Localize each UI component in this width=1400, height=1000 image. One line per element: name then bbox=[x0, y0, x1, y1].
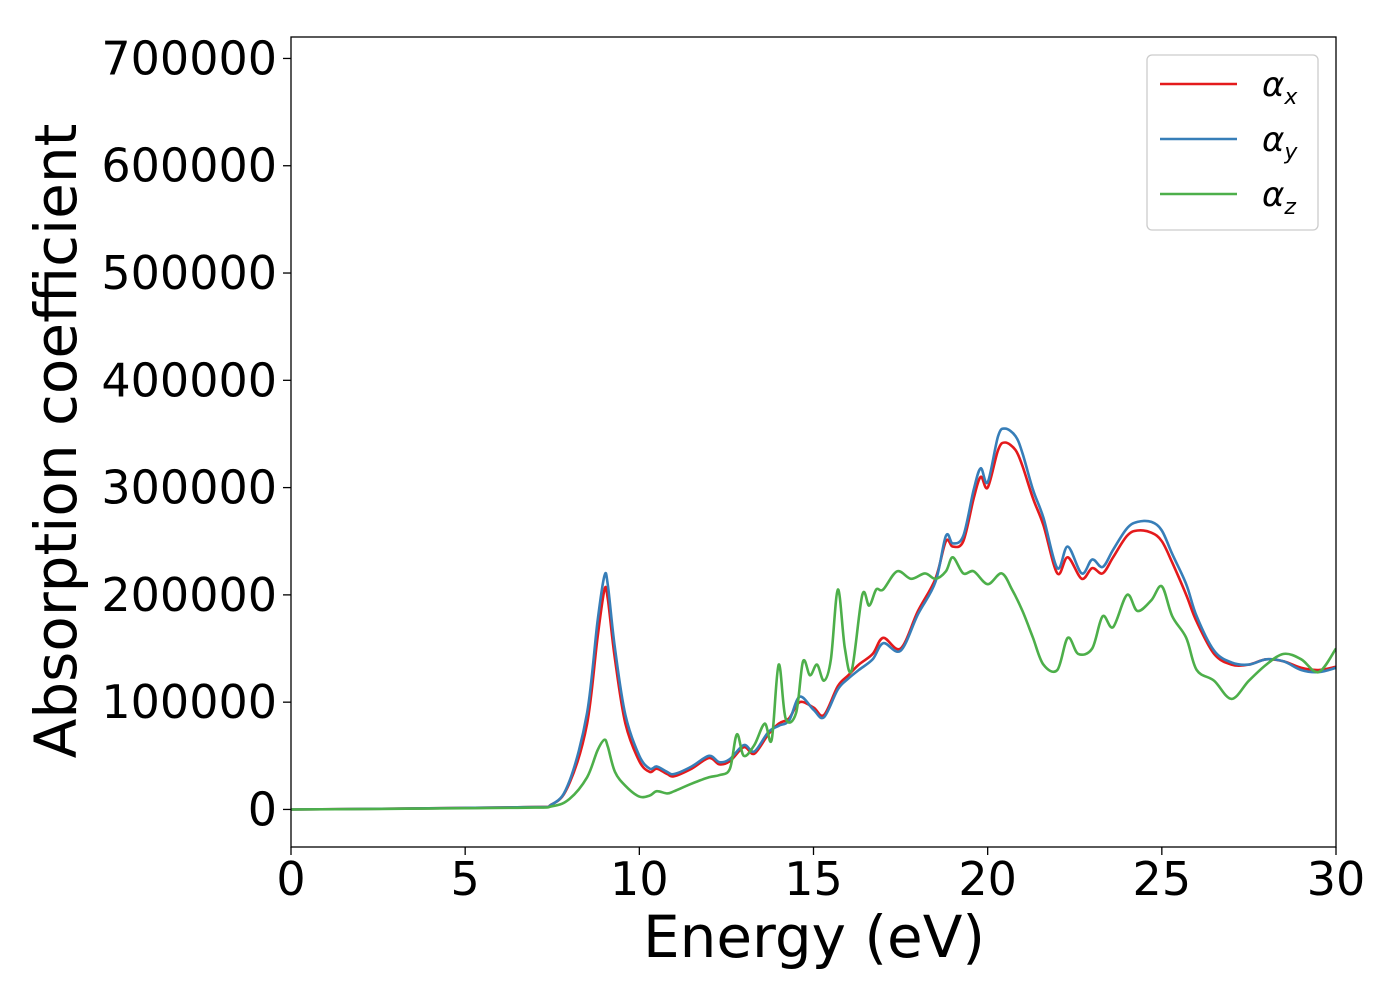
axes-layer: 0 5 10 15 20 25 30 0 100000 200000 300000 400000 500… bbox=[101, 31, 1365, 906]
y-tick-label: 600000 bbox=[101, 139, 277, 193]
series-line-z bbox=[291, 556, 1336, 811]
x-axis-title: Energy (eV) bbox=[643, 903, 985, 971]
x-tick-label: 15 bbox=[784, 852, 843, 906]
y-tick-label: 0 bbox=[248, 782, 277, 836]
x-tick-label: 30 bbox=[1307, 852, 1366, 906]
y-tick-label: 300000 bbox=[101, 461, 277, 515]
x-tick-label: 0 bbox=[276, 852, 305, 906]
x-tick-label: 5 bbox=[451, 852, 480, 906]
y-axis-title: Absorption coefficient bbox=[22, 124, 90, 759]
series-layer bbox=[291, 427, 1336, 811]
y-tick-label: 400000 bbox=[101, 353, 277, 407]
y-tick-label: 500000 bbox=[101, 246, 277, 300]
y-tick-label: 700000 bbox=[101, 31, 277, 85]
y-tick-label: 200000 bbox=[101, 568, 277, 622]
x-tick-label: 25 bbox=[1133, 852, 1192, 906]
y-tick-label: 100000 bbox=[101, 675, 277, 729]
series-line-y bbox=[291, 427, 1336, 811]
legend-box bbox=[1146, 54, 1319, 231]
series-line-x bbox=[291, 441, 1336, 811]
x-tick-label: 20 bbox=[958, 852, 1017, 906]
x-tick-label: 10 bbox=[610, 852, 669, 906]
